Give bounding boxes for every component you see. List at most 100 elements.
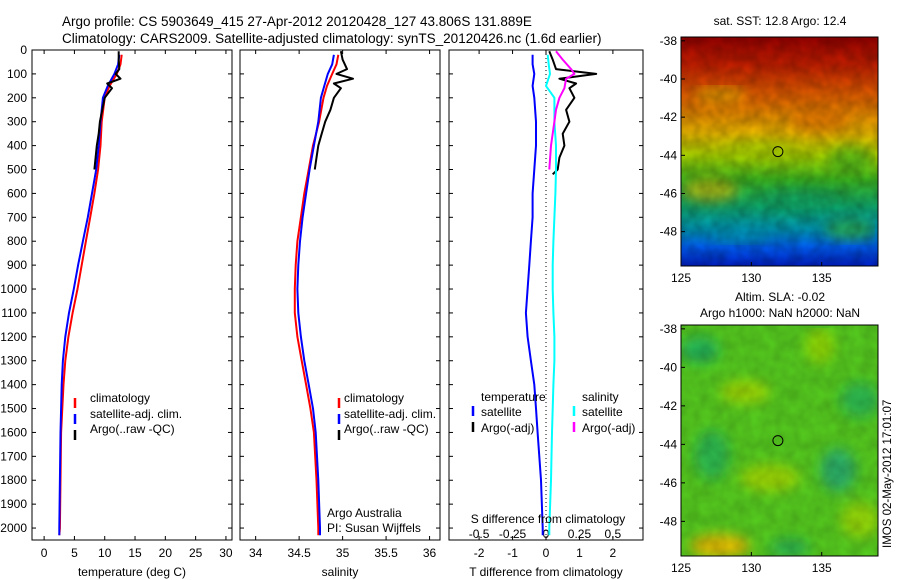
map-y-tick-label: -42 [660, 110, 678, 124]
y-tick-label: 300 [7, 115, 27, 129]
map-x-tick-label: 125 [671, 561, 691, 575]
argo-position-marker [772, 146, 784, 158]
series-line-salinity-satellite [545, 54, 557, 536]
y-tick-label: 400 [7, 139, 27, 153]
legend-label-satellite: satellite-adj. clim. [344, 407, 436, 421]
map-y-tick-label: -48 [660, 225, 678, 239]
figure-title-line2: Climatology: CARS2009. Satellite-adjuste… [62, 31, 602, 46]
sla-map-subtitle: Argo h1000: NaN h2000: NaN [700, 306, 860, 320]
y-tick-label: 1300 [0, 354, 27, 368]
difference-legend: temperature satellite Argo(-adj) salinit… [471, 390, 635, 435]
x-tick-label: -2 [474, 546, 485, 560]
sst-map: sat. SST: 12.8 Argo: 12.4 -38 -40 -42 -44 -4… [660, 14, 879, 285]
legend-label-temp-satellite: satellite [481, 405, 522, 419]
top-axis-tick-label: 0.5 [605, 527, 622, 541]
legend-label-sal-satellite: satellite [582, 405, 623, 419]
top-axis-tick-label: -0.5 [469, 527, 490, 541]
x-tick-label: -1 [507, 546, 518, 560]
x-tick-label: 34 [249, 546, 263, 560]
map-x-tick-label: 135 [812, 271, 832, 285]
series-line-satellite-adj-clim- [296, 54, 335, 536]
map-y-tick-label: -38 [660, 34, 678, 48]
map-x-tick-label: 125 [671, 271, 691, 285]
map-x-tick-label: 130 [741, 271, 761, 285]
temperature-plot-frame [31, 49, 233, 541]
y-tick-label: 100 [7, 67, 27, 81]
x-tick-label: 0 [543, 546, 550, 560]
map-y-tick-label: -42 [660, 399, 678, 413]
legend-label-climatology: climatology [90, 391, 150, 405]
series-line-climatology [293, 54, 340, 536]
x-tick-label: 5 [71, 546, 78, 560]
argo-position-marker [772, 435, 784, 447]
map-x-tick-label: 135 [812, 561, 832, 575]
y-tick-label: 1100 [1, 306, 27, 320]
legend-label-climatology: climatology [344, 391, 404, 405]
map-y-tick-label: -46 [660, 186, 678, 200]
y-tick-label: 1900 [0, 497, 27, 511]
series-line-temperature-satellite [524, 54, 544, 536]
y-tick-label: 200 [7, 91, 27, 105]
sst-map-frame [680, 36, 879, 267]
series-line-argo-raw-qc- [313, 51, 354, 170]
map-x-tick-label: 130 [741, 561, 761, 575]
temperature-legend: climatology satellite-adj. clim. Argo(..… [73, 391, 182, 440]
x-tick-label: 2 [610, 546, 617, 560]
salinity-panel: 34 34.5 35 35.5 36 salinity climatology sate… [239, 49, 441, 579]
salinity-plot-frame [239, 49, 441, 541]
legend-label-temp-argo: Argo(-adj) [481, 421, 534, 435]
y-tick-label: 1500 [0, 402, 27, 416]
y-tick-label: 1200 [0, 330, 27, 344]
y-tick-label: 1600 [0, 425, 27, 439]
y-tick-label: 1700 [0, 449, 27, 463]
legend-label-satellite: satellite-adj. clim. [90, 407, 182, 421]
y-tick-label: 700 [7, 210, 27, 224]
x-tick-label: 30 [219, 546, 233, 560]
legend-label-argo: Argo(..raw -QC) [90, 422, 175, 436]
map-y-tick-label: -40 [660, 72, 678, 86]
y-tick-label: 2000 [0, 521, 27, 535]
series-line-salinity-argo-adj- [548, 50, 576, 170]
map-y-tick-label: -44 [660, 437, 678, 451]
map-y-tick-label: -48 [660, 514, 678, 528]
legend-label-argo: Argo(..raw -QC) [344, 422, 429, 436]
map-y-tick-label: -44 [660, 148, 678, 162]
temperature-panel: 0100200300400500600700800900100011001200… [0, 43, 233, 579]
map-y-tick-label: -46 [660, 476, 678, 490]
top-axis-tick-label: -0.25 [499, 527, 527, 541]
salinity-legend: climatology satellite-adj. clim. Argo(..… [337, 391, 436, 440]
sla-map: Altim. SLA: -0.02 Argo h1000: NaN h2000:… [660, 290, 879, 575]
annotation-pi: PI: Susan Wijffels [327, 521, 421, 535]
series-line-satellite-adj-clim- [58, 54, 121, 536]
map-y-tick-label: -38 [660, 322, 678, 336]
sla-texture [681, 325, 878, 556]
legend-title-salinity: salinity [582, 390, 619, 404]
difference-top-axis-label: S difference from climatology [471, 512, 626, 526]
y-tick-label: 0 [20, 43, 27, 57]
x-tick-label: 35 [336, 546, 350, 560]
series-line-argo-raw-qc- [93, 51, 122, 170]
x-tick-label: 36 [423, 546, 437, 560]
y-tick-label: 500 [7, 163, 27, 177]
sla-field [681, 325, 878, 556]
top-axis-tick-label: 0.25 [568, 527, 592, 541]
sst-field [681, 37, 878, 266]
temperature-xlabel: temperature (deg C) [78, 565, 186, 579]
sst-map-title: sat. SST: 12.8 Argo: 12.4 [714, 14, 847, 28]
legend-label-sal-argo: Argo(-adj) [582, 421, 635, 435]
x-tick-label: 25 [189, 546, 203, 560]
sla-map-frame [680, 324, 879, 557]
figure-title-line1: Argo profile: CS 5903649_415 27-Apr-2012… [62, 14, 532, 29]
salinity-xlabel: salinity [322, 565, 359, 579]
y-tick-label: 1800 [0, 473, 27, 487]
x-tick-label: 10 [98, 546, 112, 560]
sla-map-title: Altim. SLA: -0.02 [735, 290, 825, 304]
x-tick-label: 0 [41, 546, 48, 560]
y-tick-label: 600 [7, 186, 27, 200]
y-tick-label: 1000 [0, 282, 27, 296]
x-tick-label: 15 [128, 546, 142, 560]
y-tick-label: 800 [7, 234, 27, 248]
x-tick-label: 34.5 [287, 546, 311, 560]
